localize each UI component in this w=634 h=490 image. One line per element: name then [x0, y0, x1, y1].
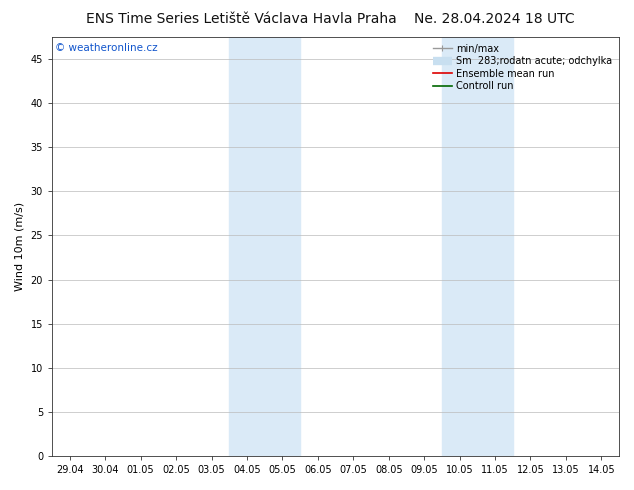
Y-axis label: Wind 10m (m/s): Wind 10m (m/s) — [15, 202, 25, 291]
Text: ENS Time Series Letiště Václava Havla Praha: ENS Time Series Letiště Václava Havla Pr… — [86, 12, 396, 26]
Text: © weatheronline.cz: © weatheronline.cz — [55, 43, 157, 53]
Bar — [442, 37, 513, 456]
Legend: min/max, Sm  283;rodatn acute; odchylka, Ensemble mean run, Controll run: min/max, Sm 283;rodatn acute; odchylka, … — [430, 42, 614, 93]
Text: Ne. 28.04.2024 18 UTC: Ne. 28.04.2024 18 UTC — [414, 12, 575, 26]
Bar — [230, 37, 300, 456]
